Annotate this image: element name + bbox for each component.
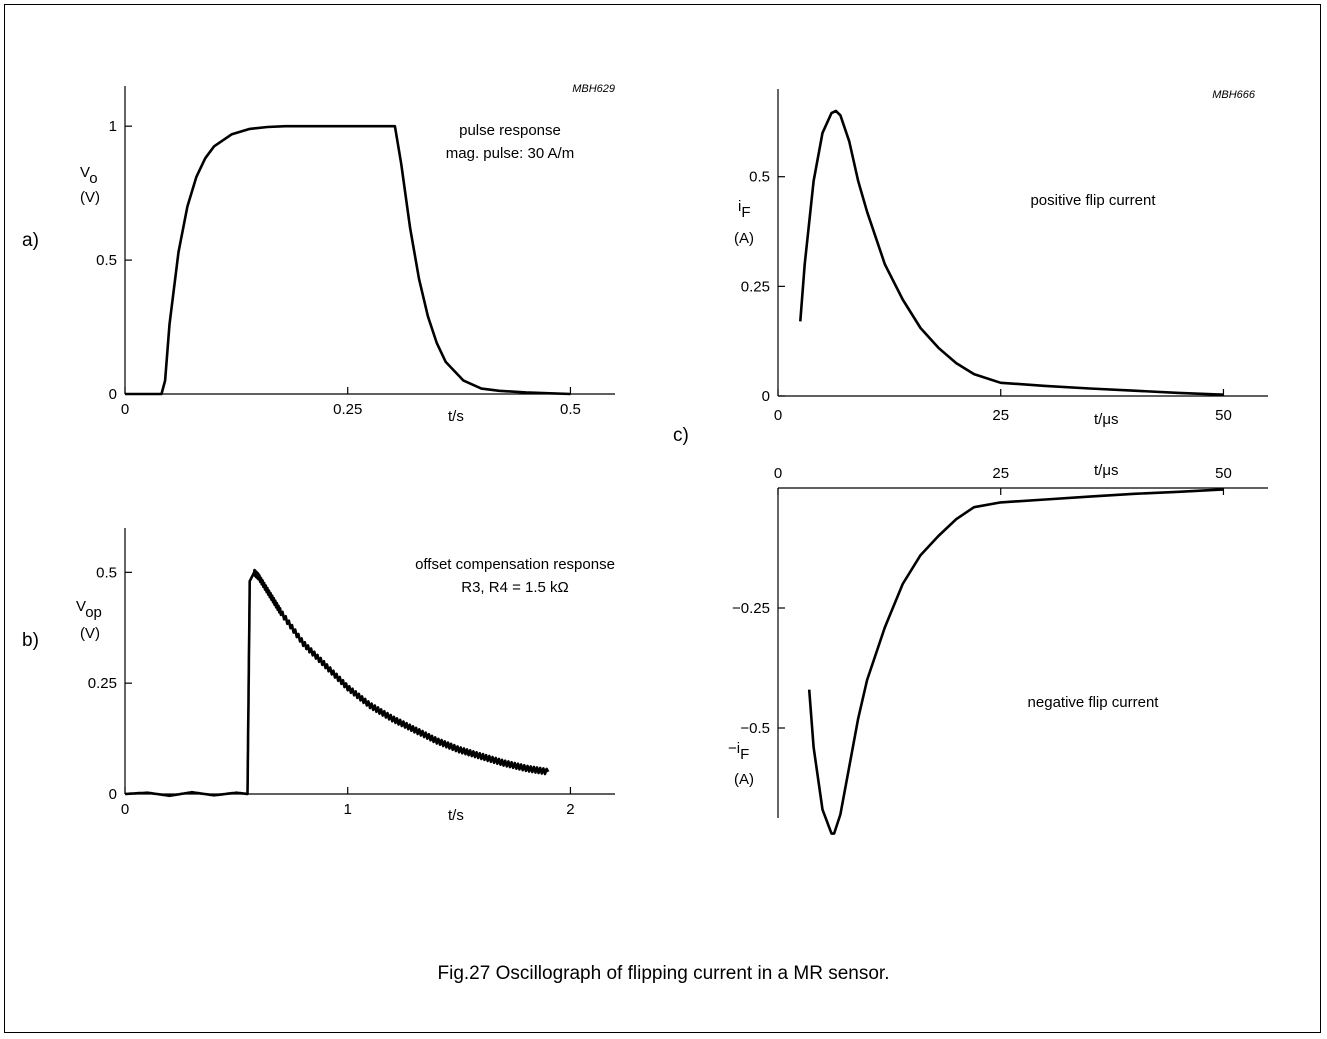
y-tick-label: −0.5 (740, 720, 770, 737)
series-line (807, 488, 1224, 835)
x-tick-label: 0.25 (333, 401, 362, 418)
figure-code: MBH629 (572, 83, 615, 95)
x-axis-label: t/s (448, 408, 464, 425)
annotation: negative flip current (1028, 694, 1160, 711)
x-tick-label: 2 (566, 801, 574, 818)
y-tick-label: −0.25 (732, 600, 770, 617)
y-axis-unit: (V) (80, 625, 100, 642)
x-tick-label: 25 (992, 407, 1009, 424)
figure-code: MBH666 (1212, 89, 1256, 101)
annotation: mag. pulse: 30 A/m (446, 145, 574, 162)
x-axis-label: t/s (448, 807, 464, 824)
y-axis-label: −iF (728, 740, 749, 763)
figure-caption: Fig.27 Oscillograph of flipping current … (437, 963, 890, 984)
annotation: positive flip current (1030, 192, 1156, 209)
y-tick-label: 0 (762, 388, 770, 405)
x-tick-label: 0 (121, 401, 129, 418)
x-tick-label: 0 (774, 407, 782, 424)
y-tick-label: 0.5 (96, 252, 117, 269)
y-tick-label: 0.5 (749, 169, 770, 186)
panel-label: c) (673, 425, 689, 446)
x-tick-label: 1 (344, 801, 352, 818)
y-tick-label: 0 (109, 386, 117, 403)
y-tick-label: 0.25 (741, 278, 770, 295)
chart-c-negative: 0 25 50 −0.25 −0.5 negative flip current −iF (A… (728, 462, 1268, 835)
x-tick-label: 0 (774, 465, 782, 482)
y-axis-unit: (V) (80, 189, 100, 206)
y-axis-unit: (A) (734, 230, 754, 247)
series-line (799, 109, 1224, 396)
x-tick-label: 50 (1215, 407, 1232, 424)
y-tick-label: 0 (109, 786, 117, 803)
x-tick-label: 25 (992, 465, 1009, 482)
series-line (124, 568, 550, 798)
y-axis-label: iF (738, 198, 751, 221)
y-tick-label: 0.5 (96, 564, 117, 581)
x-axis-label: t/μs (1094, 462, 1118, 479)
annotation: offset compensation response (415, 556, 615, 573)
chart-a: 0 0.25 0.5 0 0.5 1 MBH629 pulse response mag. pu… (22, 83, 615, 425)
panel-label: a) (22, 230, 39, 251)
y-tick-label: 0.25 (88, 675, 117, 692)
x-tick-label: 50 (1215, 465, 1232, 482)
y-tick-label: 1 (109, 118, 117, 135)
chart-b: 0 1 2 0 0.25 0.5 offset compensation response R… (22, 528, 615, 824)
chart-c-positive: 0 25 50 0 0.25 0.5 MBH666 positive flip current… (673, 89, 1268, 446)
y-axis-label: Vop (76, 598, 102, 621)
x-tick-label: 0 (121, 801, 129, 818)
y-axis-label: Vo (80, 164, 98, 187)
y-axis-unit: (A) (734, 771, 754, 788)
x-axis-label: t/μs (1094, 411, 1118, 428)
x-tick-label: 0.5 (560, 401, 581, 418)
annotation: pulse response (459, 122, 561, 139)
panel-label: b) (22, 630, 39, 651)
annotation: R3, R4 = 1.5 kΩ (461, 579, 569, 596)
series-line (125, 124, 571, 396)
figure-frame (4, 4, 1321, 1033)
